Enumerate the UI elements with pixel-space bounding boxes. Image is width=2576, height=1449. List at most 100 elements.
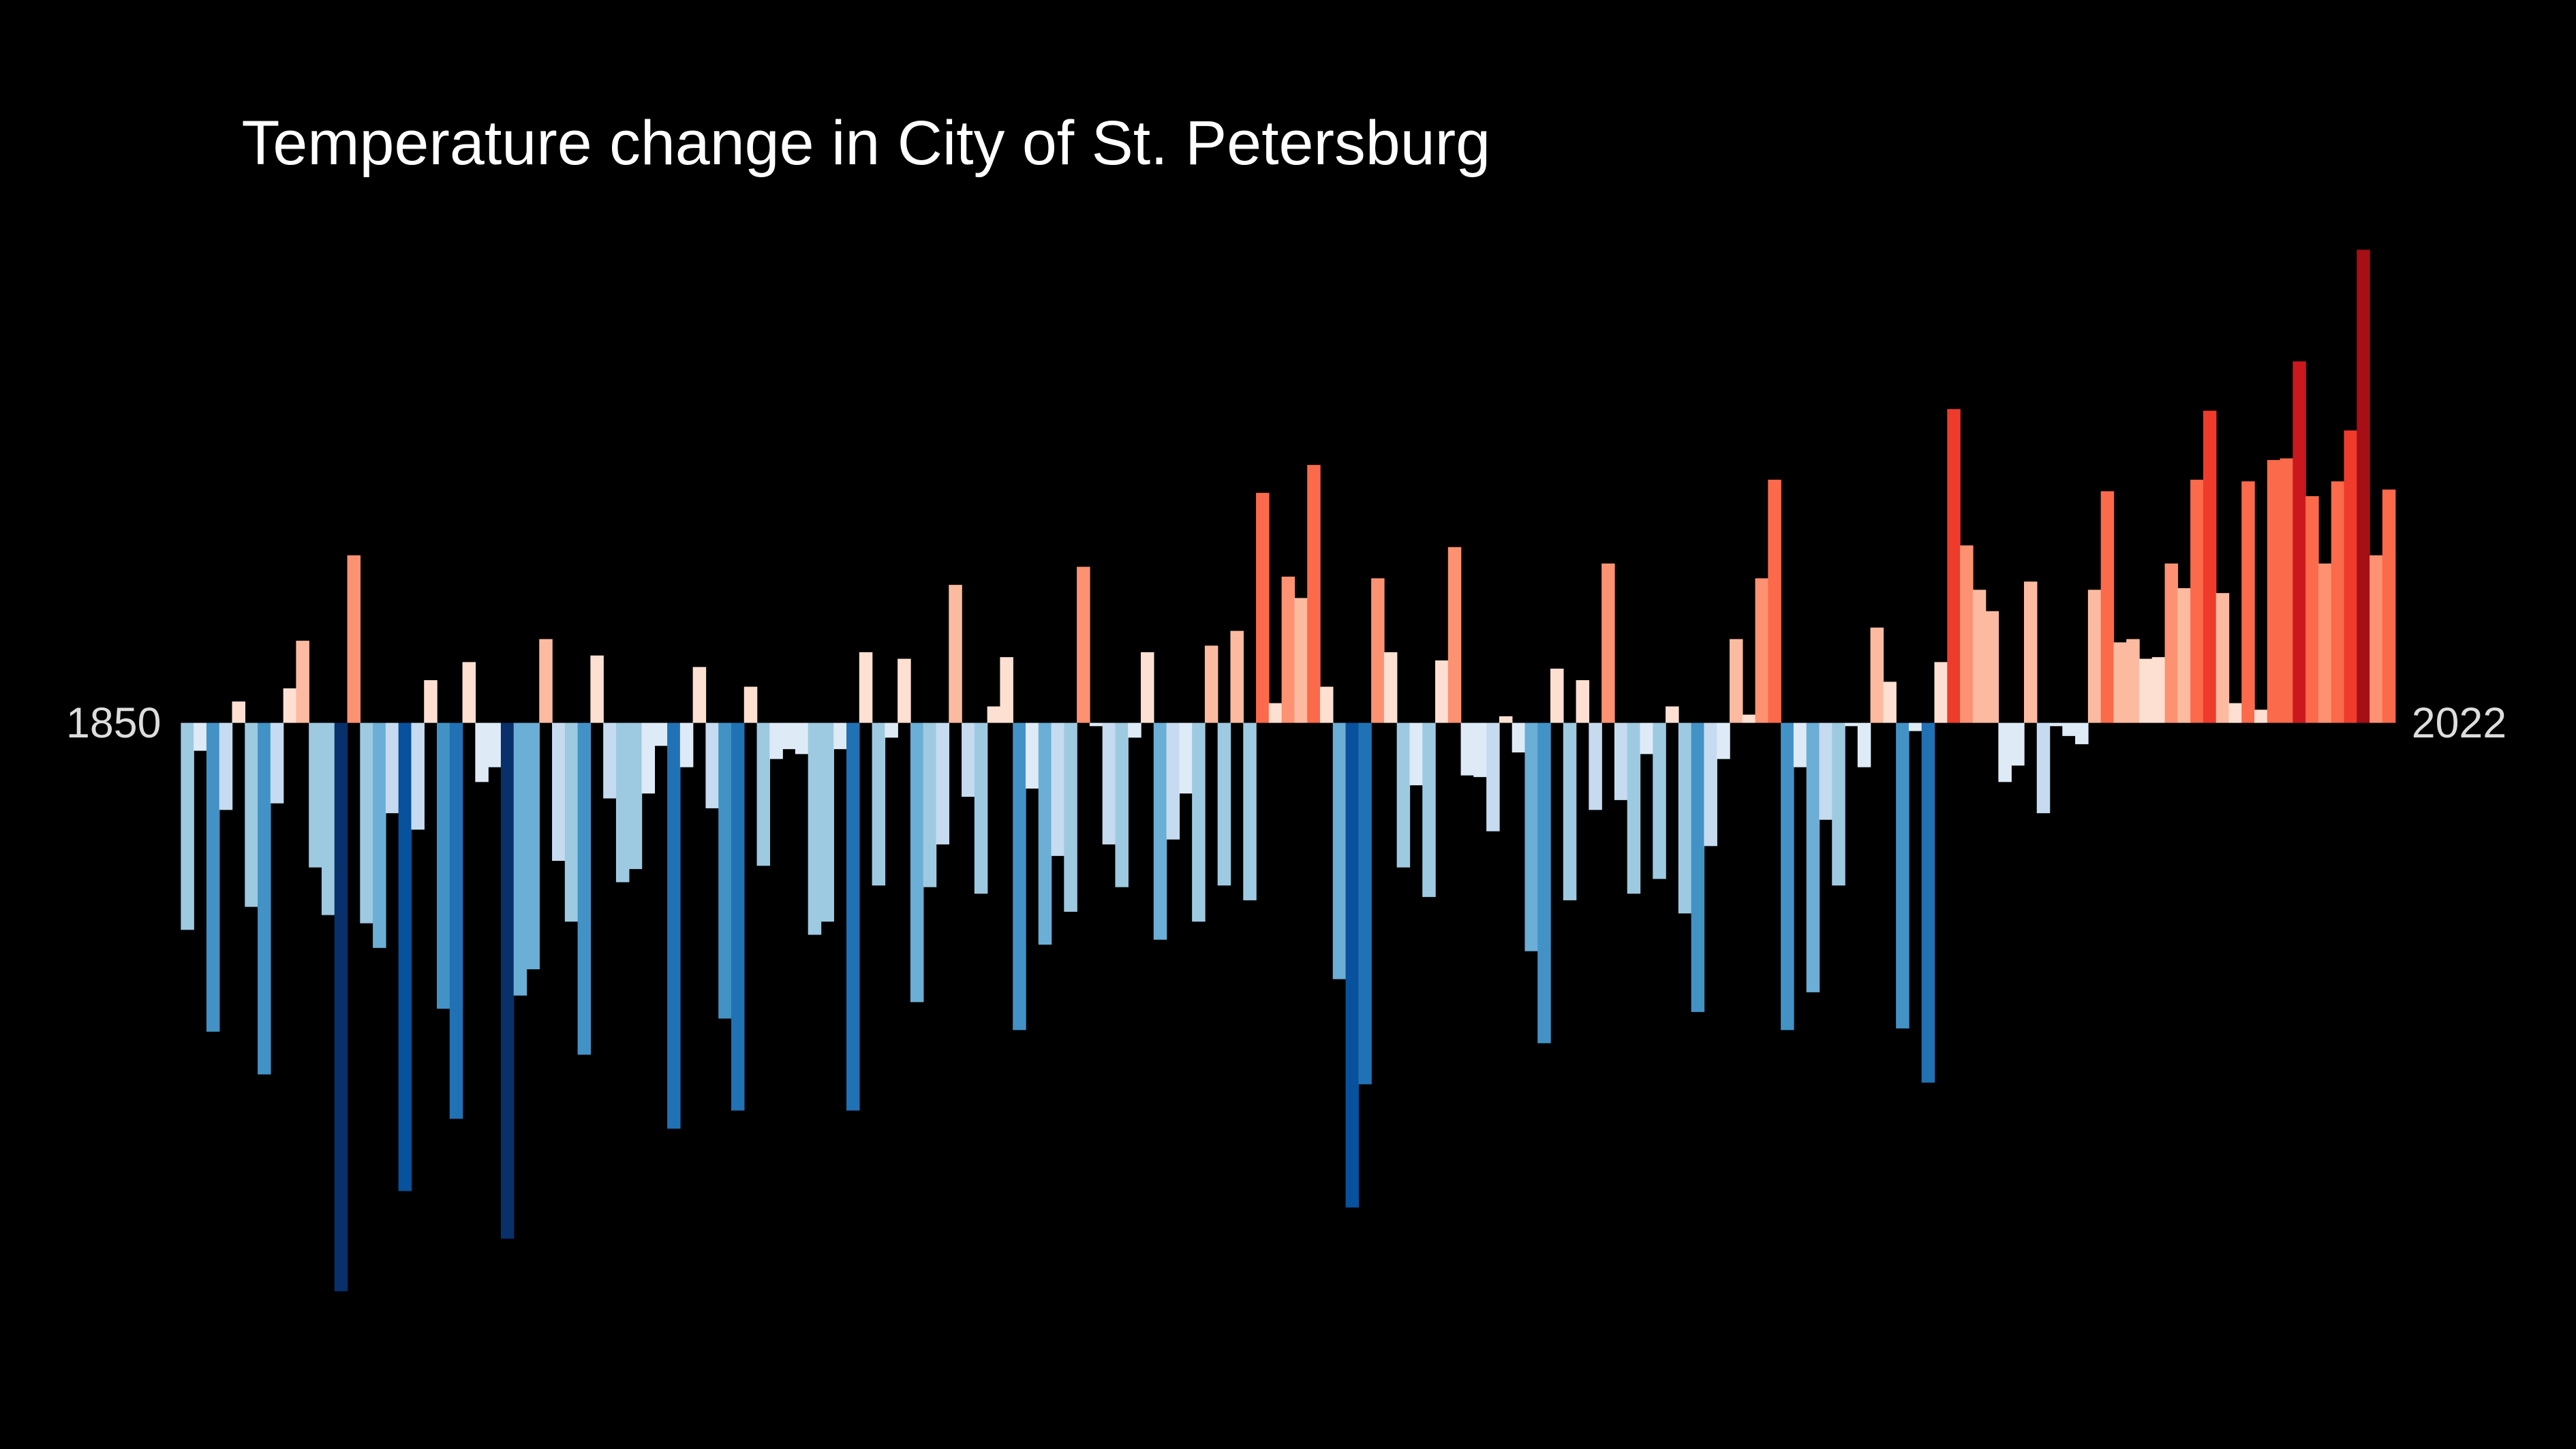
bar (1217, 722, 1231, 886)
bar (1717, 722, 1730, 759)
bar (654, 722, 668, 746)
bar (1332, 722, 1347, 979)
bar (1934, 662, 1948, 723)
bar (449, 722, 463, 1119)
bar (437, 722, 450, 1009)
bar (1627, 722, 1641, 894)
bar (564, 722, 579, 922)
bar (1857, 722, 1871, 767)
bar (1051, 722, 1065, 856)
bar (2228, 703, 2242, 723)
bar (1653, 722, 1666, 879)
bar (1806, 722, 1820, 992)
bar (2164, 563, 2179, 723)
bar (898, 658, 911, 723)
bar (872, 722, 886, 886)
bar (1550, 669, 1564, 723)
bar (219, 722, 233, 810)
x-tick-label: 1850 (66, 699, 161, 747)
bar (2382, 489, 2396, 723)
bar (1345, 722, 1360, 1208)
bar (743, 686, 758, 723)
bar (1358, 722, 1372, 1084)
bar (1793, 722, 1807, 767)
bar (821, 722, 834, 922)
bar (1000, 657, 1013, 723)
bar (1281, 577, 1295, 723)
bar (974, 722, 988, 894)
bar (2280, 458, 2294, 723)
bar (1013, 722, 1026, 1031)
bar (1512, 722, 1526, 752)
bar (1896, 722, 1910, 1028)
bar (500, 722, 515, 1239)
bar (2254, 710, 2268, 723)
bar (2190, 479, 2204, 723)
bar (1768, 479, 1781, 723)
bar (1601, 563, 1615, 723)
bar (590, 655, 604, 723)
bar (1409, 722, 1423, 786)
bar (1729, 639, 1743, 723)
bar (949, 585, 962, 723)
bar (360, 722, 373, 924)
bar (1640, 722, 1654, 754)
bar (1742, 714, 1756, 723)
bar (1460, 722, 1475, 776)
bar (2370, 555, 2383, 723)
bar (1294, 598, 1308, 723)
bar (347, 555, 361, 723)
bar (1204, 645, 1218, 723)
bar (2075, 722, 2089, 744)
bar (1038, 722, 1052, 945)
bar (245, 722, 258, 907)
bar (2203, 410, 2217, 723)
bar (667, 722, 681, 1129)
bar (2036, 722, 2051, 814)
bar (1537, 722, 1551, 1043)
bar (2023, 581, 2038, 723)
bar (1499, 716, 1513, 723)
bar (462, 662, 476, 723)
bar (718, 722, 732, 1019)
bar (910, 722, 924, 1003)
bar (1141, 652, 1154, 723)
bar (1972, 590, 1987, 723)
bar (321, 722, 335, 915)
bar (846, 722, 860, 1111)
bar (2267, 459, 2281, 723)
bar (782, 722, 796, 750)
bar (1921, 722, 1935, 1083)
bar (2049, 722, 2064, 727)
bar (1486, 722, 1500, 832)
bar (296, 641, 309, 723)
bar (1319, 686, 1334, 723)
bar (2293, 361, 2306, 723)
bar (526, 722, 540, 970)
bar (1781, 722, 1794, 1031)
bar (2087, 590, 2102, 723)
bar (1883, 682, 1897, 723)
bar (411, 722, 425, 830)
bar (2100, 491, 2115, 723)
bar (1819, 722, 1833, 820)
bar (1947, 409, 1961, 723)
bar (2305, 495, 2319, 723)
bar (2357, 249, 2370, 723)
bar (962, 722, 975, 797)
bar (475, 722, 489, 782)
bar (2151, 657, 2166, 723)
bar (936, 722, 950, 844)
bar (1563, 722, 1577, 900)
bar (731, 722, 745, 1111)
bar (424, 680, 438, 723)
bar (1115, 722, 1129, 887)
bar (1396, 722, 1411, 868)
chart-title: Temperature change in City of St. Peters… (242, 108, 1491, 178)
bar (1678, 722, 1692, 914)
bar (232, 701, 246, 723)
bar (1230, 630, 1244, 723)
